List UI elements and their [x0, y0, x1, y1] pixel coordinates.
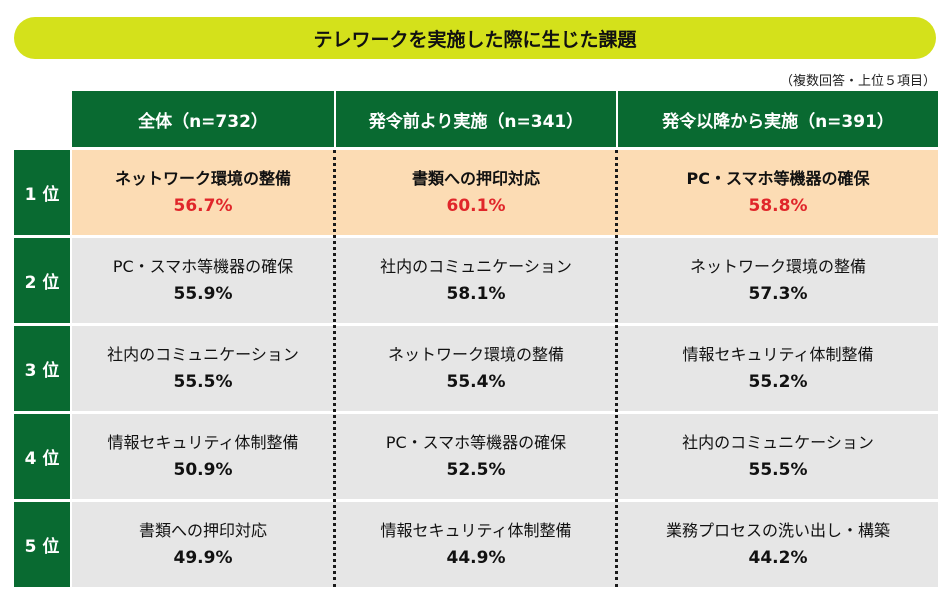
issue-label: 社内のコミュニケーション — [380, 256, 572, 276]
row-background — [72, 414, 938, 499]
table-cell: 情報セキュリティ体制整備 50.9% — [72, 414, 334, 499]
table-cell: ネットワーク環境の整備 57.3% — [618, 238, 938, 323]
table-cell: ネットワーク環境の整備 56.7% — [72, 150, 334, 235]
table-cell: 書類への押印対応 49.9% — [72, 502, 334, 587]
rank-label: 1 位 — [14, 150, 70, 235]
row-background — [72, 502, 938, 587]
issue-percentage: 57.3% — [748, 283, 808, 304]
column-header-overall: 全体（n=732） — [72, 91, 334, 147]
table-cell: ネットワーク環境の整備 55.4% — [336, 326, 616, 411]
issue-label: 書類への押印対応 — [138, 520, 267, 540]
page-title: テレワークを実施した際に生じた課題 — [14, 17, 936, 59]
row-background-highlight — [72, 150, 938, 235]
column-divider — [615, 150, 618, 587]
table-cell: 情報セキュリティ体制整備 55.2% — [618, 326, 938, 411]
issue-percentage: 58.1% — [446, 283, 506, 304]
issue-percentage: 55.5% — [748, 459, 808, 480]
issue-percentage: 55.9% — [173, 283, 233, 304]
table-cell: 社内のコミュニケーション 55.5% — [618, 414, 938, 499]
table-cell: PC・スマホ等機器の確保 52.5% — [336, 414, 616, 499]
table-cell: 社内のコミュニケーション 58.1% — [336, 238, 616, 323]
table-cell: 書類への押印対応 60.1% — [336, 150, 616, 235]
issue-percentage: 50.9% — [173, 459, 233, 480]
column-header-before: 発令前より実施（n=341） — [336, 91, 616, 147]
issue-label: 社内のコミュニケーション — [107, 344, 299, 364]
issue-label: ネットワーク環境の整備 — [114, 168, 291, 188]
issue-label: 情報セキュリティ体制整備 — [682, 344, 874, 364]
row-background — [72, 238, 938, 323]
issue-label: ネットワーク環境の整備 — [689, 256, 866, 276]
rank-label: 4 位 — [14, 414, 70, 499]
issue-label: PC・スマホ等機器の確保 — [385, 432, 567, 452]
row-background — [72, 326, 938, 411]
issue-label: PC・スマホ等機器の確保 — [112, 256, 294, 276]
issue-label: 情報セキュリティ体制整備 — [107, 432, 299, 452]
issue-label: PC・スマホ等機器の確保 — [686, 168, 870, 188]
rank-label: 5 位 — [14, 502, 70, 587]
issue-percentage: 52.5% — [446, 459, 506, 480]
issue-percentage: 56.7% — [173, 195, 233, 216]
table-cell: PC・スマホ等機器の確保 55.9% — [72, 238, 334, 323]
issue-label: ネットワーク環境の整備 — [387, 344, 564, 364]
issue-percentage: 55.4% — [446, 371, 506, 392]
table-cell: 業務プロセスの洗い出し・構築 44.2% — [618, 502, 938, 587]
table-cell: 情報セキュリティ体制整備 44.9% — [336, 502, 616, 587]
table-cell: 社内のコミュニケーション 55.5% — [72, 326, 334, 411]
issue-percentage: 58.8% — [748, 195, 808, 216]
issue-label: 書類への押印対応 — [411, 168, 540, 188]
survey-note: （複数回答・上位５項目） — [779, 74, 936, 89]
column-header-after: 発令以降から実施（n=391） — [618, 91, 938, 147]
column-divider — [333, 150, 336, 587]
rank-label: 3 位 — [14, 326, 70, 411]
issue-label: 社内のコミュニケーション — [682, 432, 874, 452]
issue-label: 情報セキュリティ体制整備 — [380, 520, 572, 540]
issue-percentage: 60.1% — [446, 195, 506, 216]
table-cell: PC・スマホ等機器の確保 58.8% — [618, 150, 938, 235]
issue-percentage: 55.5% — [173, 371, 233, 392]
issue-label: 業務プロセスの洗い出し・構築 — [665, 520, 890, 540]
issue-percentage: 55.2% — [748, 371, 808, 392]
issue-percentage: 44.9% — [446, 547, 506, 568]
issue-percentage: 49.9% — [173, 547, 233, 568]
rank-label: 2 位 — [14, 238, 70, 323]
issue-percentage: 44.2% — [748, 547, 808, 568]
